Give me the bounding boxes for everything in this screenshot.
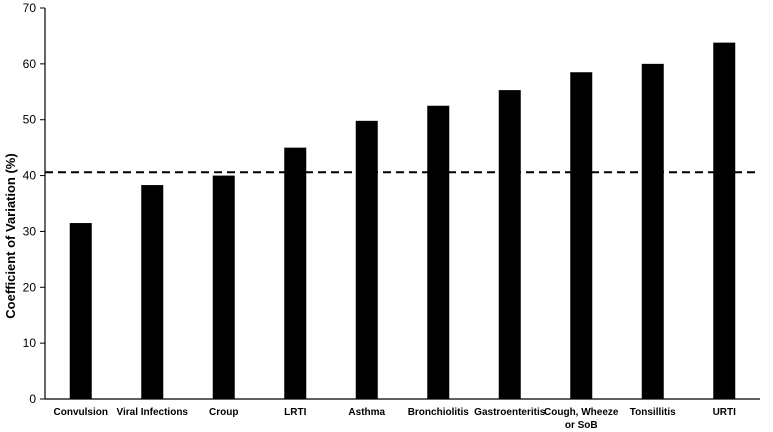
x-tick-label: URTI xyxy=(713,407,737,418)
bar xyxy=(498,90,521,400)
bar xyxy=(212,175,235,399)
x-axis-labels: Convulsion Viral Infections Croup LRTI Asthm… xyxy=(54,407,737,431)
x-tick-label: Asthma xyxy=(348,407,385,418)
y-axis-title: Coefficient of Variation (%) xyxy=(3,153,18,318)
y-tick-label: 60 xyxy=(23,57,37,71)
x-tick-label: Gastroenteritis xyxy=(474,407,546,418)
x-tick-label: Bronchiolitis xyxy=(408,407,470,418)
x-tick-label: Cough, Wheeze or SoB xyxy=(544,407,619,431)
y-tick-label: 20 xyxy=(23,280,37,294)
bars xyxy=(69,42,736,400)
y-tick-label: 0 xyxy=(29,392,36,406)
x-tick-label: Convulsion xyxy=(54,407,108,418)
y-tick-label: 70 xyxy=(23,1,37,15)
bar xyxy=(570,72,593,399)
x-tick-label: LRTI xyxy=(284,407,306,418)
x-tick-label: Tonsillitis xyxy=(630,407,676,418)
x-tick-label: Croup xyxy=(209,407,238,418)
x-tick-label: Viral Infections xyxy=(116,407,188,418)
y-tick-label: 50 xyxy=(23,113,37,127)
bar xyxy=(141,185,164,399)
y-tick-label: 30 xyxy=(23,224,37,238)
y-tick-label: 40 xyxy=(23,169,37,183)
bar xyxy=(355,120,378,400)
bar xyxy=(427,105,450,399)
bar xyxy=(641,63,664,399)
bar xyxy=(713,42,736,399)
y-axis-ticks: 0 10 20 30 40 50 60 70 xyxy=(23,1,45,406)
bar xyxy=(69,223,92,399)
bar xyxy=(284,147,307,399)
y-tick-label: 10 xyxy=(23,336,37,350)
